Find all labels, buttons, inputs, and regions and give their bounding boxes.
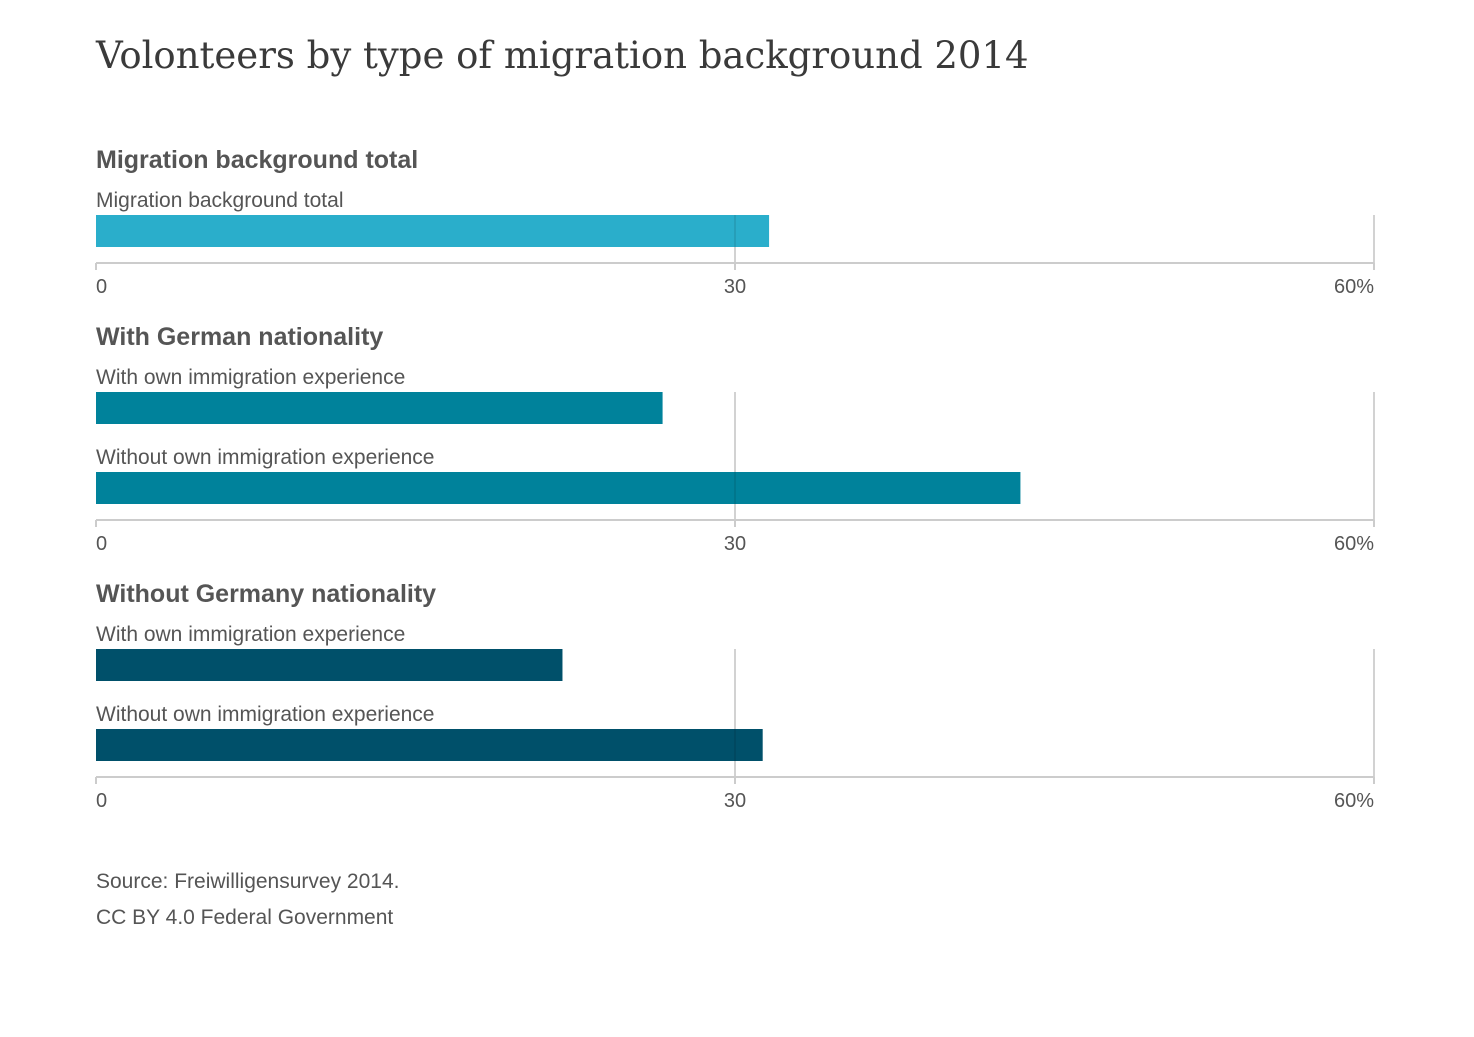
- x-tick-label: 0: [96, 276, 107, 298]
- x-tick-label: 60%: [1334, 276, 1374, 298]
- panel-heading: Migration background total: [96, 146, 418, 174]
- source-note: Source: Freiwilligensurvey 2014. CC BY 4…: [96, 864, 399, 936]
- x-tick-label: 30: [724, 276, 746, 298]
- x-tick-label: 60%: [1334, 533, 1374, 555]
- bar: [96, 472, 1021, 504]
- bar: [96, 392, 663, 424]
- bar-category-label: With own immigration experience: [96, 623, 405, 646]
- x-tick-label: 0: [96, 533, 107, 555]
- bar-category-label: Migration background total: [96, 189, 343, 212]
- bar-category-label: With own immigration experience: [96, 366, 405, 389]
- bar: [96, 649, 563, 681]
- bar-category-label: Without own immigration experience: [96, 446, 434, 469]
- bar: [96, 729, 763, 761]
- x-tick-label: 30: [724, 533, 746, 555]
- bar: [96, 215, 770, 247]
- source-line: Source: Freiwilligensurvey 2014.: [96, 870, 400, 893]
- bar-category-label: Without own immigration experience: [96, 703, 434, 726]
- license-line: CC BY 4.0 Federal Government: [96, 906, 394, 929]
- x-tick-label: 30: [724, 790, 746, 812]
- chart-title: Volonteers by type of migration backgrou…: [96, 34, 1029, 77]
- panel-heading: Without Germany nationality: [96, 580, 436, 608]
- panel-heading: With German nationality: [96, 323, 383, 351]
- x-tick-label: 60%: [1334, 790, 1374, 812]
- x-tick-label: 0: [96, 790, 107, 812]
